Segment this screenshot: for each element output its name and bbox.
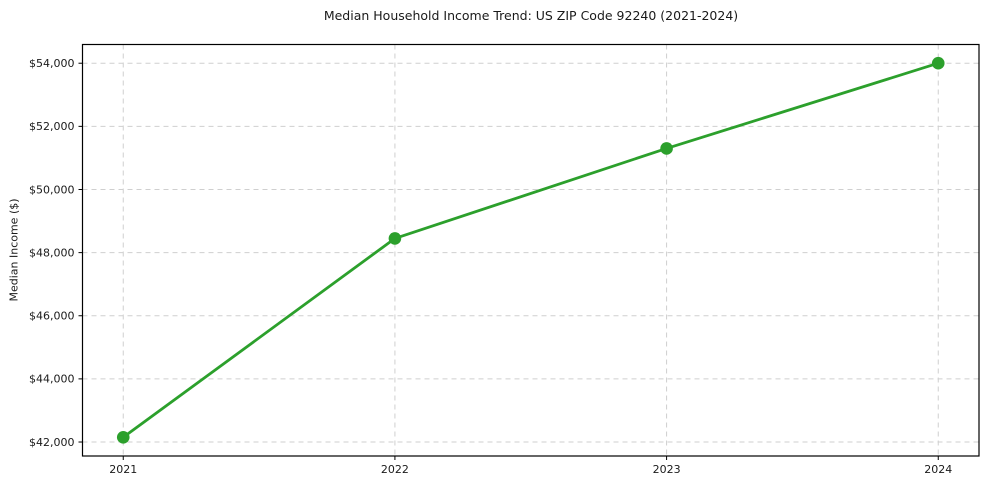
y-tick-label: $50,000 <box>29 183 75 196</box>
x-tick-label: 2021 <box>109 463 137 476</box>
data-point-2023 <box>660 142 673 155</box>
data-point-2024 <box>931 56 945 70</box>
x-tick-label: 2022 <box>381 463 409 476</box>
y-tick-label: $48,000 <box>29 246 75 259</box>
x-tick-label: 2023 <box>653 463 681 476</box>
y-tick-label: $44,000 <box>29 373 75 386</box>
plot-border <box>81 43 980 457</box>
x-tick-label: 2024 <box>924 463 952 476</box>
data-point-2021 <box>116 430 130 444</box>
data-point-2022 <box>388 232 402 245</box>
trend-line <box>121 61 940 439</box>
y-tick-label: $52,000 <box>29 120 75 133</box>
chart-title: Median Household Income Trend: US ZIP Co… <box>323 8 739 23</box>
y-tick-label: $54,000 <box>29 57 75 70</box>
y-tick-label: $46,000 <box>29 310 75 323</box>
y-tick-label: $42,000 <box>29 436 75 449</box>
